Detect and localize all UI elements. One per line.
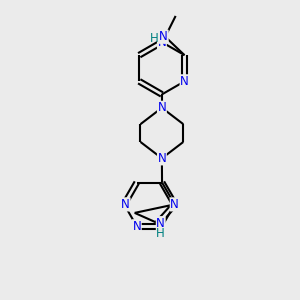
Text: N: N bbox=[159, 30, 168, 43]
Text: N: N bbox=[156, 217, 165, 230]
Text: N: N bbox=[158, 101, 166, 114]
Text: H: H bbox=[156, 227, 165, 240]
Text: N: N bbox=[132, 220, 141, 233]
Text: H: H bbox=[150, 32, 158, 45]
Text: N: N bbox=[180, 75, 189, 88]
Text: N: N bbox=[158, 152, 166, 165]
Text: N: N bbox=[170, 198, 179, 211]
Text: N: N bbox=[121, 198, 130, 211]
Text: N: N bbox=[158, 36, 166, 49]
